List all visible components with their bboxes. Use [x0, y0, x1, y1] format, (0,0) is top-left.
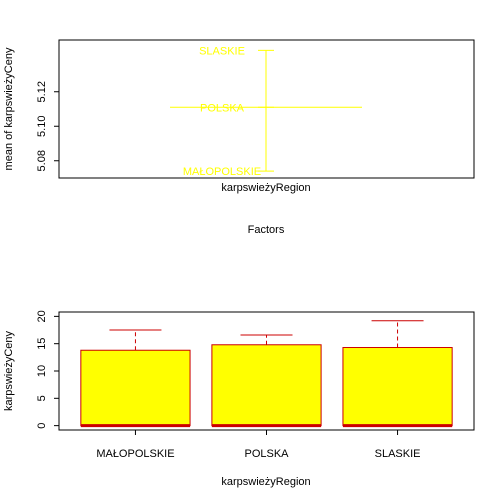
bar-chart-marks: [80, 320, 453, 428]
design-plot-factor-label: karpswieżyRegion: [221, 182, 310, 194]
design-plot-y-tick-label: 5.08: [36, 150, 48, 171]
bar-chart-y-axis: 0 5 10 15 20: [36, 310, 60, 429]
design-plot-panel: 5.08 5.10 5.12 SLASKIE POLSKA MAŁOPOLSKIE ka…: [3, 39, 475, 236]
design-plot-x-axis-title: Factors: [248, 224, 285, 236]
bar: [211, 344, 322, 427]
design-plot-level-label: MAŁOPOLSKIE: [183, 166, 261, 178]
bar-chart-y-tick-label: 10: [36, 365, 48, 377]
design-plot-level-label: SLASKIE: [199, 45, 245, 57]
bar-chart-x-tick-label: MAŁOPOLSKIE: [96, 448, 174, 460]
design-plot-y-axis: 5.08 5.10 5.12: [36, 81, 60, 171]
bar-chart-x-axis-title: karpswieżyRegion: [221, 476, 310, 488]
design-plot-level-label: POLSKA: [200, 102, 245, 114]
bar-chart-panel: 0 5 10 15 20 MAŁOPOLSKIE POLSKA SLASKIE karpsw…: [3, 310, 475, 488]
bar-chart-y-axis-title: karpswieżyCeny: [3, 330, 15, 411]
design-plot-y-tick-label: 5.12: [36, 81, 48, 102]
bar-chart-y-tick-label: 5: [36, 395, 48, 401]
design-plot-y-tick-label: 5.10: [36, 116, 48, 137]
bar-chart-y-tick-label: 20: [36, 310, 48, 322]
bar-chart-y-tick-label: 0: [36, 423, 48, 429]
bar: [80, 349, 191, 427]
design-plot-y-axis-title: mean of karpswieżyCeny: [3, 47, 15, 170]
bar-chart-x-axis: MAŁOPOLSKIE POLSKA SLASKIE: [96, 429, 421, 460]
bar-chart-x-tick-label: POLSKA: [244, 448, 289, 460]
bar-chart-x-tick-label: SLASKIE: [375, 448, 421, 460]
design-plot-marks: SLASKIE POLSKA MAŁOPOLSKIE: [170, 45, 362, 178]
bar-chart-y-tick-label: 15: [36, 338, 48, 350]
bar: [342, 347, 453, 427]
